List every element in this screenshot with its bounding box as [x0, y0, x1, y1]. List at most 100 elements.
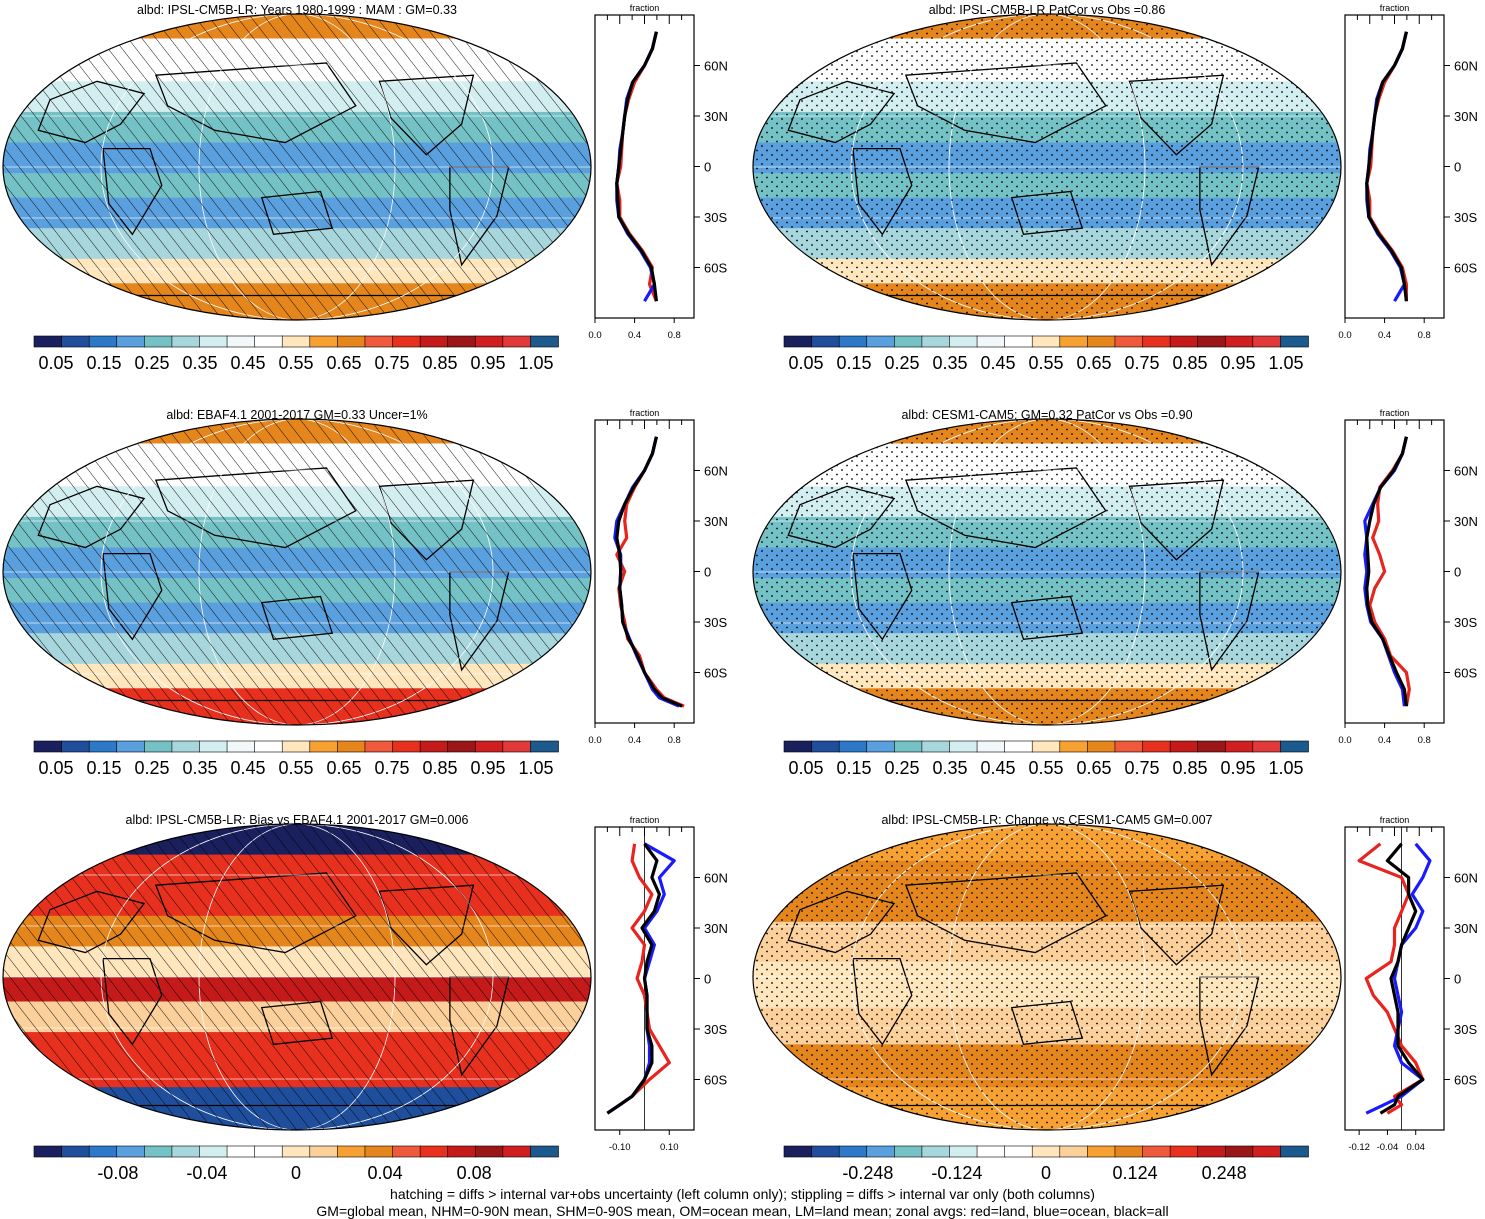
- colorbar-box: [61, 335, 90, 348]
- lat-tick-label: 30S: [1454, 1022, 1477, 1037]
- zonal-plot: fraction 60N 30N 0 30S 60S -0.12 -0.04 0.04: [1344, 815, 1478, 1153]
- world-map: [753, 14, 1341, 320]
- colorbar-box: [364, 335, 394, 348]
- colorbar-box: [1031, 740, 1061, 753]
- colorbar-box: [254, 1145, 284, 1158]
- lat-tick-label: 60N: [704, 59, 728, 74]
- zonal-title: fraction: [630, 408, 660, 418]
- colorbar-box: [33, 1145, 63, 1158]
- world-map: [753, 824, 1341, 1130]
- series-line-all: [1365, 436, 1408, 707]
- lat-tick-label: 60S: [1454, 261, 1477, 276]
- lat-tick-label: 30S: [704, 615, 727, 630]
- colorbar-box: [502, 740, 532, 753]
- world-map: [3, 824, 591, 1130]
- colorbar-box: [33, 740, 63, 753]
- colorbar-box: [309, 1145, 339, 1158]
- colorbar-tick-label: 0.45: [230, 353, 265, 373]
- x-tick-label: 0.10: [660, 1142, 679, 1153]
- colorbar-box: [838, 1145, 868, 1158]
- colorbar-box: [116, 1145, 146, 1158]
- panel-p1: albd: IPSL-CM5B-LR: Years 1980-1999 : MA…: [2, 3, 728, 373]
- colorbar-box: [866, 1145, 896, 1158]
- colorbar-box: [1114, 335, 1144, 348]
- x-tick-label: 0.0: [588, 330, 601, 341]
- x-tick-label: 0.4: [628, 735, 641, 746]
- colorbar-box: [419, 1145, 449, 1158]
- colorbar-box: [419, 740, 449, 753]
- colorbar-box: [1252, 335, 1282, 348]
- colorbar-tick-label: 0.248: [1202, 1163, 1247, 1183]
- colorbar-tick-label: 0.25: [134, 758, 169, 778]
- colorbar-box: [33, 335, 63, 348]
- colorbar-tick-label: 0.75: [1124, 353, 1159, 373]
- colorbar-box: [502, 335, 532, 348]
- panel-p2: albd: IPSL-CM5B-LR PatCor vs Obs =0.86 0.…: [752, 3, 1478, 373]
- colorbar-box: [1280, 1145, 1309, 1158]
- colorbar-box: [447, 740, 477, 753]
- lat-tick-label: 60S: [704, 666, 727, 681]
- colorbar-tick-label: 0.25: [884, 353, 919, 373]
- lat-tick-label: 30S: [1454, 210, 1477, 225]
- stipple-overlay: [753, 419, 1341, 725]
- colorbar-box: [226, 335, 256, 348]
- panel-title: albd: IPSL-CM5B-LR: Change vs CESM1-CAM5…: [881, 813, 1212, 827]
- lat-tick-label: 30N: [1454, 514, 1478, 529]
- colorbar-box: [447, 1145, 477, 1158]
- x-tick-label: 0.0: [1338, 330, 1351, 341]
- colorbar-box: [364, 740, 394, 753]
- panel-title: albd: IPSL-CM5B-LR: Bias vs EBAF4.1 2001…: [126, 813, 469, 827]
- colorbar-box: [226, 1145, 256, 1158]
- x-tick-label: 0.0: [1338, 735, 1351, 746]
- colorbar-box: [894, 1145, 923, 1158]
- panel-p4: albd: CESM1-CAM5: GM=0.32 PatCor vs Obs …: [752, 408, 1478, 778]
- colorbar-tick-label: 0.15: [86, 758, 121, 778]
- zonal-title: fraction: [1380, 408, 1410, 418]
- lat-tick-label: 60S: [704, 1073, 727, 1088]
- panel-title: albd: CESM1-CAM5: GM=0.32 PatCor vs Obs …: [901, 408, 1192, 422]
- x-tick-label: 0.8: [1418, 330, 1431, 341]
- lat-tick-label: 0: [704, 160, 711, 175]
- lat-tick-label: 30S: [704, 210, 727, 225]
- colorbar-tick-label: 0.55: [1028, 353, 1063, 373]
- zonal-plot: fraction 60N 30N 0 30S 60S -0.10 0.10: [594, 815, 728, 1153]
- colorbar-box: [783, 740, 813, 753]
- colorbar-tick-label: 0.85: [1172, 758, 1207, 778]
- colorbar-tick-label: 0.95: [1220, 758, 1255, 778]
- lat-tick-label: 60N: [1454, 464, 1478, 479]
- colorbar-box: [1197, 335, 1227, 348]
- zonal-plot: fraction 60N 30N 0 30S 60S 0.0 0.4 0.8: [1338, 3, 1477, 341]
- colorbar-box: [1059, 335, 1089, 348]
- colorbar-box: [1031, 335, 1061, 348]
- colorbar-tick-label: -0.04: [186, 1163, 227, 1183]
- series-line-all: [615, 436, 683, 708]
- x-tick-label: 0.8: [668, 330, 681, 341]
- zonal-plot: fraction 60N 30N 0 30S 60S 0.0 0.4 0.8: [588, 3, 727, 341]
- colorbar-box: [309, 740, 339, 753]
- colorbar-box: [309, 335, 339, 348]
- colorbar-box: [1114, 1145, 1144, 1158]
- lat-tick-label: 60N: [1454, 59, 1478, 74]
- colorbar-box: [783, 1145, 813, 1158]
- x-tick-label: 0.8: [1418, 735, 1431, 746]
- x-tick-label: 0.04: [1406, 1142, 1425, 1153]
- map-border: [2, 823, 592, 1131]
- lat-tick-label: 60S: [704, 261, 727, 276]
- colorbar-tick-label: 0: [291, 1163, 301, 1183]
- colorbar-tick-label: 0.45: [230, 758, 265, 778]
- colorbar: -0.08 -0.04 0 0.04 0.08: [33, 1145, 559, 1183]
- lat-tick-label: 0: [1454, 972, 1461, 987]
- colorbar: 0.05 0.15 0.25 0.35 0.45 0.55 0.65 0.75 0.85 0.95…: [783, 335, 1309, 373]
- colorbar-tick-label: 0.45: [980, 353, 1015, 373]
- colorbar-box: [1224, 1145, 1254, 1158]
- colorbar-box: [392, 1145, 421, 1158]
- lat-tick-label: 60S: [1454, 666, 1477, 681]
- map-border: [752, 418, 1342, 726]
- colorbar-tick-label: 0.45: [980, 758, 1015, 778]
- zonal-frame: [594, 14, 695, 319]
- colorbar-box: [976, 740, 1006, 753]
- colorbar-box: [171, 335, 201, 348]
- colorbar-box: [144, 335, 173, 348]
- colorbar-tick-label: 0.15: [86, 353, 121, 373]
